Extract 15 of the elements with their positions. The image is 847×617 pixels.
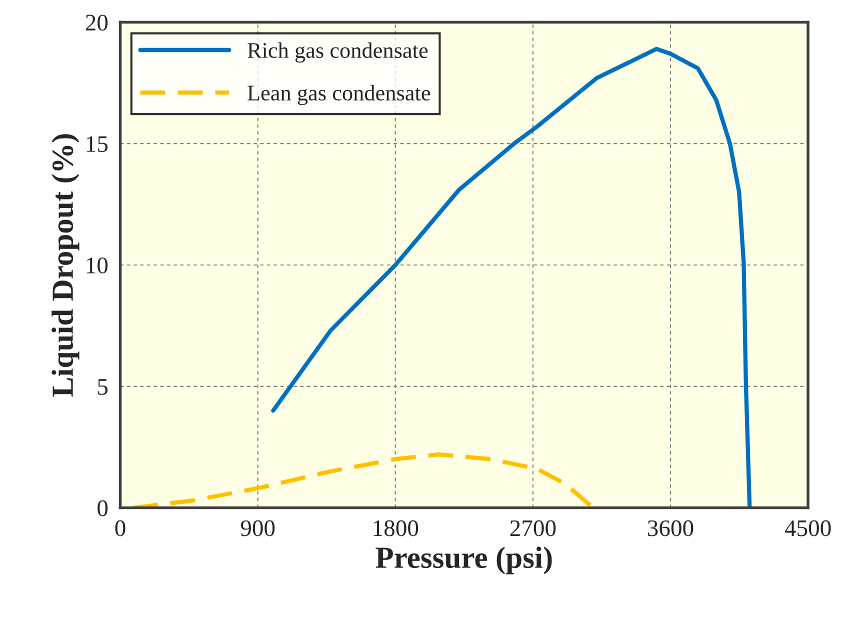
y-axis-title: Liquid Dropout (%) <box>52 134 80 397</box>
legend-label: Lean gas condensate <box>248 84 430 106</box>
x-tick-label: 1800 <box>374 520 418 536</box>
y-tick-label: 5 <box>98 379 108 395</box>
x-tick-label: 2700 <box>510 520 556 536</box>
y-tick-label: 15 <box>86 136 108 152</box>
x-tick-label: 900 <box>240 520 275 536</box>
legend-label: Rich gas condensate <box>248 42 428 63</box>
y-tick-label: 0 <box>98 500 108 516</box>
x-axis-title: Pressure (psi) <box>376 546 552 574</box>
x-tick-label: 0 <box>115 520 126 536</box>
y-tick-label: 20 <box>86 14 108 31</box>
x-tick-label: 3600 <box>648 520 694 536</box>
y-tick-label: 10 <box>86 257 108 274</box>
x-tick-label: 4500 <box>784 520 831 536</box>
